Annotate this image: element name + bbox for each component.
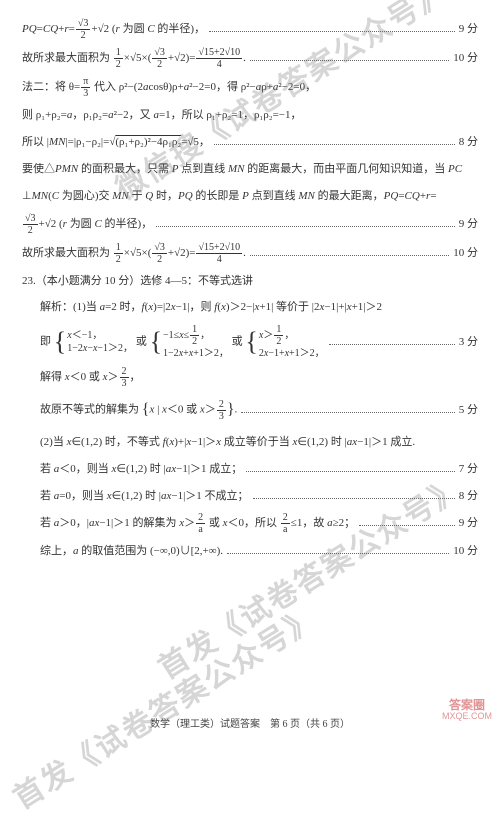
solution-line: 则 ρ₁+ρ₂=a，ρ₁ρ₂=a²−2，又 a=1，所以 ρ₁+ρ₂=1，ρ₁ρ… bbox=[22, 105, 478, 126]
score-label: 10 分 bbox=[453, 541, 478, 562]
line-content: 若 a＜0，则当 x∈(1,2) 时 |ax−1|＞1 成立； bbox=[40, 459, 242, 480]
heading-text: 23.（本小题满分 10 分）选修 4—5：不等式选讲 bbox=[22, 271, 253, 292]
line-content: √32+√2 (r 为圆 C 的半径)， bbox=[22, 213, 152, 236]
score-label: 8 分 bbox=[459, 132, 478, 153]
score-label: 9 分 bbox=[459, 513, 478, 534]
line-content: ⊥MN(C 为圆心)交 MN 于 Q 时，PQ 的长即是 P 点到直线 MN 的… bbox=[22, 186, 437, 207]
leader-dots bbox=[253, 489, 455, 499]
score-label: 10 分 bbox=[453, 48, 478, 69]
line-content: 要使△PMN 的面积最大，只需 P 点到直线 MN 的距离最大，而由平面几何知识… bbox=[22, 159, 462, 180]
line-content: 所以 |MN|=|ρ₁−ρ₂|=√(ρ₁+ρ₂)²−4ρ₁ρ₂=√5， bbox=[22, 132, 210, 153]
problem-23: 23.（本小题满分 10 分）选修 4—5：不等式选讲 解析：(1)当 a=2 … bbox=[22, 271, 478, 563]
score-label: 10 分 bbox=[453, 243, 478, 264]
score-label: 8 分 bbox=[459, 486, 478, 507]
line-content: 综上，a 的取值范围为 (−∞,0)∪[2,+∞). bbox=[40, 541, 223, 562]
solution-line: 所以 |MN|=|ρ₁−ρ₂|=√(ρ₁+ρ₂)²−4ρ₁ρ₂=√5， 8 分 bbox=[22, 132, 478, 153]
watermark-text: 首发《试卷答案公众号》 bbox=[2, 591, 331, 826]
line-content: 故原不等式的解集为 {x | x＜0 或 x＞23}. bbox=[40, 395, 237, 425]
line-content: PQ=CQ+r=√32+√2 (r 为圆 C 的半径)， bbox=[22, 18, 205, 41]
solution-line: 解得 x＜0 或 x＞23， bbox=[40, 366, 478, 389]
line-content: (2)当 x∈(1,2) 时，不等式 f(x)+|x−1|＞x 成立等价于当 x… bbox=[40, 432, 415, 453]
solution-line: 故原不等式的解集为 {x | x＜0 或 x＞23}. 5 分 bbox=[40, 395, 478, 425]
solution-line: PQ=CQ+r=√32+√2 (r 为圆 C 的半径)， 9 分 bbox=[22, 18, 478, 41]
solution-line: 综上，a 的取值范围为 (−∞,0)∪[2,+∞). 10 分 bbox=[40, 541, 478, 562]
problem-23-body: 解析：(1)当 a=2 时，f(x)=|2x−1|，则 f(x)＞2−|x+1|… bbox=[22, 297, 478, 562]
line-content: 故所求最大面积为 12×√5×(√32+√2)=√15+2√104. bbox=[22, 47, 246, 70]
solution-line: √32+√2 (r 为圆 C 的半径)， 9 分 bbox=[22, 213, 478, 236]
solution-line: 故所求最大面积为 12×√5×(√32+√2)=√15+2√104. 10 分 bbox=[22, 47, 478, 70]
line-content: 法二：将 θ=π3 代入 ρ²−(2acosθ)ρ+a²−2=0，得 ρ²−aρ… bbox=[22, 76, 316, 99]
solution-line: 故所求最大面积为 12×√5×(√32+√2)=√15+2√104. 10 分 bbox=[22, 242, 478, 265]
leader-dots bbox=[359, 517, 455, 527]
score-label: 9 分 bbox=[459, 214, 478, 235]
solution-line: 法二：将 θ=π3 代入 ρ²−(2acosθ)ρ+a²−2=0，得 ρ²−aρ… bbox=[22, 76, 478, 99]
leader-dots bbox=[156, 217, 455, 227]
leader-dots bbox=[227, 545, 449, 555]
line-content: 解得 x＜0 或 x＞23， bbox=[40, 366, 141, 389]
solution-line: ⊥MN(C 为圆心)交 MN 于 Q 时，PQ 的长即是 P 点到直线 MN 的… bbox=[22, 186, 478, 207]
leader-dots bbox=[214, 135, 455, 145]
solution-line: 若 a=0，则当 x∈(1,2) 时 |ax−1|＞1 不成立； 8 分 bbox=[40, 486, 478, 507]
solution-line: 要使△PMN 的面积最大，只需 P 点到直线 MN 的距离最大，而由平面几何知识… bbox=[22, 159, 478, 180]
score-label: 5 分 bbox=[459, 400, 478, 421]
line-content: 若 a＞0，|ax−1|＞1 的解集为 x＞2a 或 x＜0，所以 2a≤1，故… bbox=[40, 512, 355, 535]
leader-dots bbox=[241, 403, 455, 413]
leader-dots bbox=[250, 246, 449, 256]
line-content: 若 a=0，则当 x∈(1,2) 时 |ax−1|＞1 不成立； bbox=[40, 486, 249, 507]
line-content: 则 ρ₁+ρ₂=a，ρ₁ρ₂=a²−2，又 a=1，所以 ρ₁+ρ₂=1，ρ₁ρ… bbox=[22, 105, 302, 126]
line-content: 即 {x＜−1，1−2x−x−1＞2， 或 {−1≤x≤12，1−2x+x+1＞… bbox=[40, 324, 325, 360]
score-label: 9 分 bbox=[459, 19, 478, 40]
solution-line: 即 {x＜−1，1−2x−x−1＞2， 或 {−1≤x≤12，1−2x+x+1＞… bbox=[40, 324, 478, 360]
leader-dots bbox=[250, 51, 449, 61]
line-content: 解析：(1)当 a=2 时，f(x)=|2x−1|，则 f(x)＞2−|x+1|… bbox=[40, 297, 382, 318]
leader-dots bbox=[209, 22, 455, 32]
solution-line: (2)当 x∈(1,2) 时，不等式 f(x)+|x−1|＞x 成立等价于当 x… bbox=[40, 432, 478, 453]
solution-line: 解析：(1)当 a=2 时，f(x)=|2x−1|，则 f(x)＞2−|x+1|… bbox=[40, 297, 478, 318]
site-logo: 答案圈 MXQE.COM bbox=[442, 699, 492, 722]
page-footer: 数学（理工类）试题答案 第 6 页（共 6 页） bbox=[0, 715, 500, 734]
line-content: 故所求最大面积为 12×√5×(√32+√2)=√15+2√104. bbox=[22, 242, 246, 265]
logo-line2: MXQE.COM bbox=[442, 712, 492, 722]
solution-block-22: PQ=CQ+r=√32+√2 (r 为圆 C 的半径)，9 分故所求最大面积为 … bbox=[22, 18, 478, 265]
solution-line: 若 a＜0，则当 x∈(1,2) 时 |ax−1|＞1 成立； 7 分 bbox=[40, 459, 478, 480]
leader-dots bbox=[246, 462, 454, 472]
leader-dots bbox=[329, 335, 455, 345]
solution-line: 若 a＞0，|ax−1|＞1 的解集为 x＞2a 或 x＜0，所以 2a≤1，故… bbox=[40, 512, 478, 535]
score-label: 3 分 bbox=[459, 332, 478, 353]
problem-23-heading: 23.（本小题满分 10 分）选修 4—5：不等式选讲 bbox=[22, 271, 478, 292]
score-label: 7 分 bbox=[459, 459, 478, 480]
